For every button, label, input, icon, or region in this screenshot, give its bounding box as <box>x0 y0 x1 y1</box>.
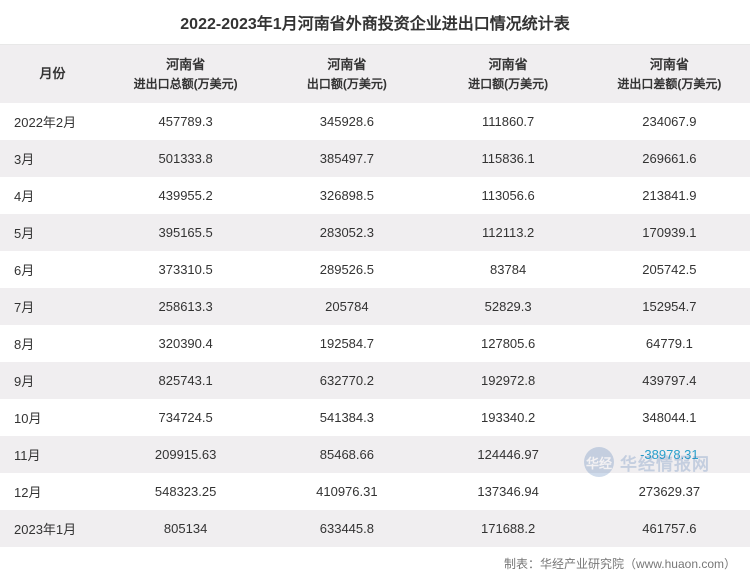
table-row: 10月734724.5541384.3193340.2348044.1 <box>0 399 750 436</box>
cell-balance: 64779.1 <box>589 325 750 362</box>
cell-import: 52829.3 <box>428 288 589 325</box>
table-row: 7月258613.320578452829.3152954.7 <box>0 288 750 325</box>
data-table: 月份 河南省 进出口总额(万美元) 河南省 出口额(万美元) 河南省 进口额(万… <box>0 45 750 547</box>
header-label-line2: 进出口总额(万美元) <box>111 75 260 93</box>
header-label-line1: 河南省 <box>111 55 260 75</box>
table-body: 2022年2月457789.3345928.6111860.7234067.93… <box>0 103 750 547</box>
header-label-line1: 河南省 <box>272 55 421 75</box>
table-row: 9月825743.1632770.2192972.8439797.4 <box>0 362 750 399</box>
cell-total: 457789.3 <box>105 103 266 140</box>
cell-balance: 273629.37 <box>589 473 750 510</box>
table-row: 3月501333.8385497.7115836.1269661.6 <box>0 140 750 177</box>
cell-balance: 152954.7 <box>589 288 750 325</box>
cell-month: 8月 <box>0 325 105 362</box>
cell-total: 734724.5 <box>105 399 266 436</box>
cell-import: 124446.97 <box>428 436 589 473</box>
cell-balance: 205742.5 <box>589 251 750 288</box>
table-row: 4月439955.2326898.5113056.6213841.9 <box>0 177 750 214</box>
cell-export: 410976.31 <box>266 473 427 510</box>
cell-total: 373310.5 <box>105 251 266 288</box>
cell-export: 192584.7 <box>266 325 427 362</box>
table-row: 2022年2月457789.3345928.6111860.7234067.9 <box>0 103 750 140</box>
table-title: 2022-2023年1月河南省外商投资企业进出口情况统计表 <box>0 0 750 45</box>
cell-import: 111860.7 <box>428 103 589 140</box>
header-label-line1: 河南省 <box>434 55 583 75</box>
cell-total: 258613.3 <box>105 288 266 325</box>
cell-total: 805134 <box>105 510 266 547</box>
cell-total: 501333.8 <box>105 140 266 177</box>
cell-month: 12月 <box>0 473 105 510</box>
cell-month: 7月 <box>0 288 105 325</box>
cell-month: 4月 <box>0 177 105 214</box>
header-label-line2: 进出口差额(万美元) <box>595 75 744 93</box>
cell-balance: 213841.9 <box>589 177 750 214</box>
cell-total: 439955.2 <box>105 177 266 214</box>
header-export: 河南省 出口额(万美元) <box>266 45 427 103</box>
table-row: 11月209915.6385468.66124446.97-38978.31 <box>0 436 750 473</box>
table-row: 6月373310.5289526.583784205742.5 <box>0 251 750 288</box>
cell-month: 2022年2月 <box>0 103 105 140</box>
header-month: 月份 <box>0 45 105 103</box>
header-label: 月份 <box>6 64 99 84</box>
header-label-line2: 出口额(万美元) <box>272 75 421 93</box>
cell-balance: 439797.4 <box>589 362 750 399</box>
table-row: 5月395165.5283052.3112113.2170939.1 <box>0 214 750 251</box>
cell-import: 192972.8 <box>428 362 589 399</box>
cell-import: 193340.2 <box>428 399 589 436</box>
cell-import: 171688.2 <box>428 510 589 547</box>
cell-month: 2023年1月 <box>0 510 105 547</box>
cell-export: 283052.3 <box>266 214 427 251</box>
cell-balance: 234067.9 <box>589 103 750 140</box>
header-row: 月份 河南省 进出口总额(万美元) 河南省 出口额(万美元) 河南省 进口额(万… <box>0 45 750 103</box>
table-container: 2022-2023年1月河南省外商投资企业进出口情况统计表 月份 河南省 进出口… <box>0 0 750 552</box>
table-row: 12月548323.25410976.31137346.94273629.37 <box>0 473 750 510</box>
cell-total: 320390.4 <box>105 325 266 362</box>
cell-import: 83784 <box>428 251 589 288</box>
cell-import: 127805.6 <box>428 325 589 362</box>
cell-month: 5月 <box>0 214 105 251</box>
cell-month: 10月 <box>0 399 105 436</box>
cell-month: 3月 <box>0 140 105 177</box>
cell-export: 289526.5 <box>266 251 427 288</box>
cell-export: 345928.6 <box>266 103 427 140</box>
header-label-line2: 进口额(万美元) <box>434 75 583 93</box>
table-row: 8月320390.4192584.7127805.664779.1 <box>0 325 750 362</box>
cell-export: 85468.66 <box>266 436 427 473</box>
cell-month: 6月 <box>0 251 105 288</box>
table-row: 2023年1月805134633445.8171688.2461757.6 <box>0 510 750 547</box>
cell-export: 326898.5 <box>266 177 427 214</box>
header-label-line1: 河南省 <box>595 55 744 75</box>
cell-import: 112113.2 <box>428 214 589 251</box>
cell-balance: 348044.1 <box>589 399 750 436</box>
cell-export: 541384.3 <box>266 399 427 436</box>
table-footer: 制表：华经产业研究院（www.huaon.com） <box>0 547 750 580</box>
cell-month: 11月 <box>0 436 105 473</box>
cell-balance: -38978.31 <box>589 436 750 473</box>
cell-month: 9月 <box>0 362 105 399</box>
cell-total: 209915.63 <box>105 436 266 473</box>
cell-total: 548323.25 <box>105 473 266 510</box>
cell-import: 113056.6 <box>428 177 589 214</box>
cell-import: 115836.1 <box>428 140 589 177</box>
header-balance: 河南省 进出口差额(万美元) <box>589 45 750 103</box>
cell-import: 137346.94 <box>428 473 589 510</box>
cell-balance: 269661.6 <box>589 140 750 177</box>
cell-total: 825743.1 <box>105 362 266 399</box>
cell-export: 205784 <box>266 288 427 325</box>
cell-balance: 170939.1 <box>589 214 750 251</box>
cell-export: 633445.8 <box>266 510 427 547</box>
header-total: 河南省 进出口总额(万美元) <box>105 45 266 103</box>
cell-export: 385497.7 <box>266 140 427 177</box>
cell-export: 632770.2 <box>266 362 427 399</box>
header-import: 河南省 进口额(万美元) <box>428 45 589 103</box>
cell-balance: 461757.6 <box>589 510 750 547</box>
cell-total: 395165.5 <box>105 214 266 251</box>
